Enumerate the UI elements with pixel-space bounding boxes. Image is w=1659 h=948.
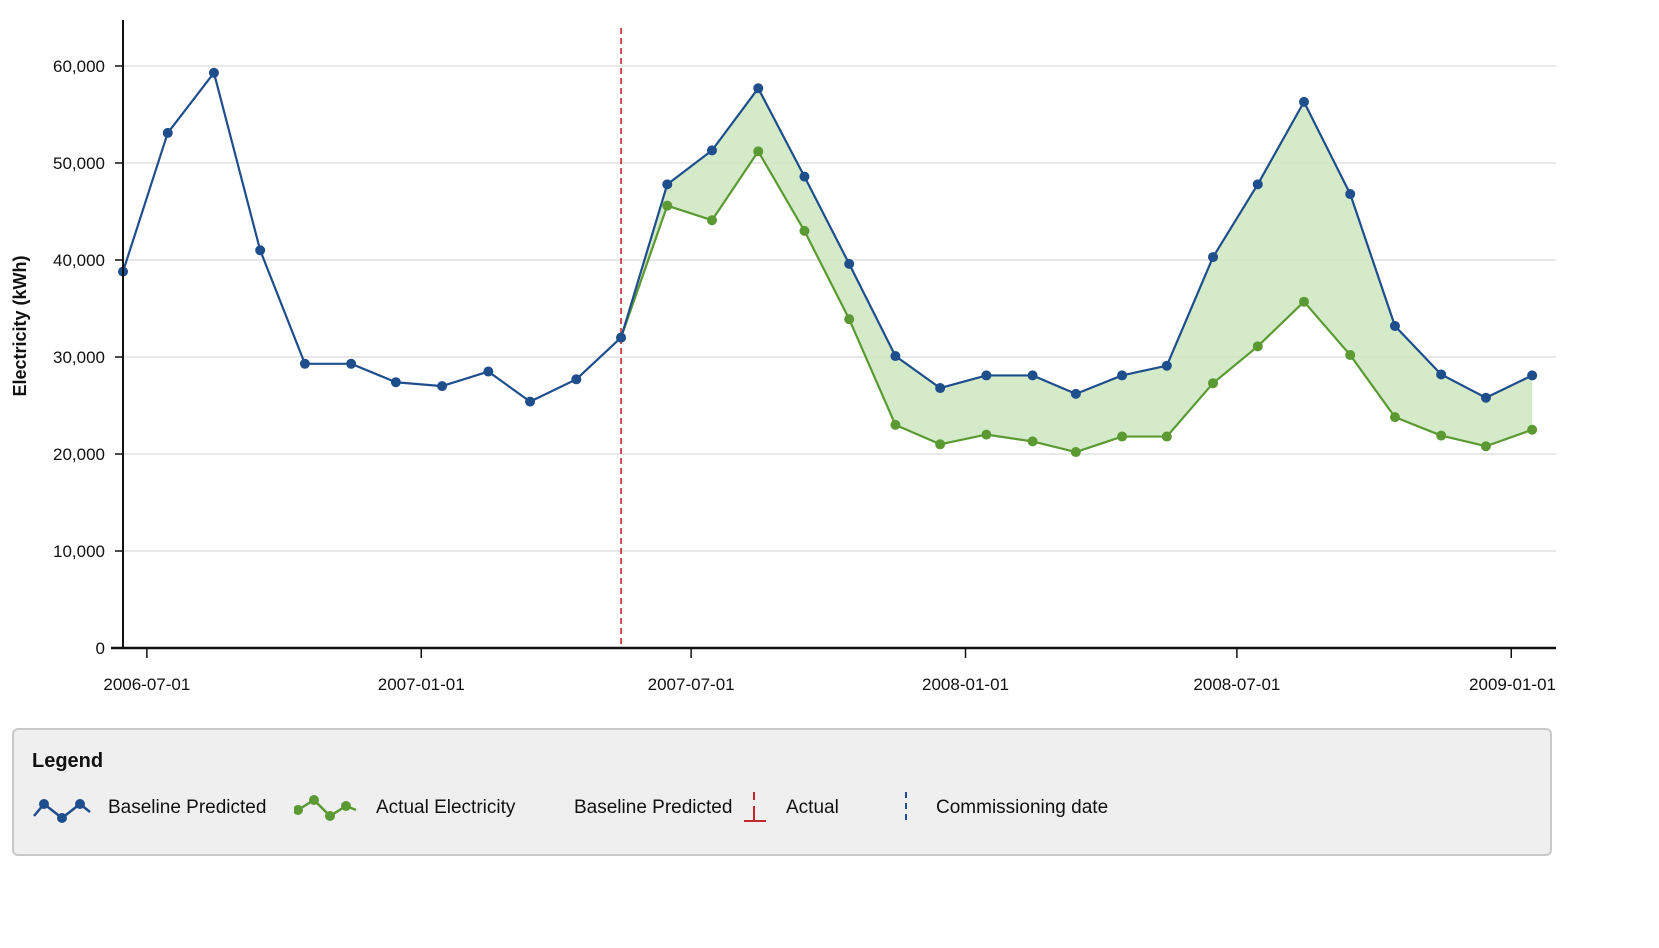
actual-data-point (662, 200, 673, 211)
legend-label-baseline-2: Baseline Predicted (574, 797, 733, 818)
actual-data-point (935, 439, 946, 450)
baseline-data-point (1252, 179, 1263, 190)
blue-dash-line-icon (905, 792, 907, 824)
baseline-data-point (753, 83, 764, 94)
baseline-data-point (437, 381, 448, 392)
red-dash-tick-icon (744, 792, 766, 822)
actual-data-point (844, 314, 855, 325)
legend-item-actual: Actual (742, 790, 839, 826)
x-tick-label: 2008-07-01 (1193, 675, 1280, 694)
savings-fill-area (621, 88, 1533, 453)
baseline-data-point (1070, 388, 1081, 399)
actual-data-point (1252, 341, 1263, 352)
baseline-data-point (208, 67, 219, 78)
baseline-data-point (707, 145, 718, 156)
legend-label-commissioning-date: Commissioning date (936, 797, 1109, 818)
baseline-data-point (935, 383, 946, 394)
legend-title: Legend (32, 750, 104, 772)
baseline-data-point (1436, 369, 1447, 380)
actual-data-point (1161, 431, 1172, 442)
x-tick-label: 2007-01-01 (378, 675, 465, 694)
actual-data-point (799, 225, 810, 236)
x-tick-label: 2009-01-01 (1469, 675, 1556, 694)
baseline-data-point (255, 245, 266, 256)
baseline-data-point (1480, 392, 1491, 403)
actual-data-point (890, 419, 901, 430)
green-line-marker-icon (294, 795, 357, 821)
y-tick-label: 50,000 (53, 154, 105, 173)
actual-data-point (1208, 378, 1219, 389)
baseline-data-point (1027, 370, 1038, 381)
baseline-series-line (121, 71, 1533, 403)
actual-data-point (1298, 296, 1309, 307)
y-tick-label: 0 (96, 639, 105, 658)
actual-data-point (1480, 441, 1491, 452)
line-chart: 0 10,000 20,000 30,000 40,000 50,000 60,000 200… (10, 20, 1556, 694)
actual-data-point (707, 215, 718, 226)
baseline-data-point (390, 377, 401, 388)
actual-data-point (1070, 447, 1081, 458)
actual-data-point (1527, 424, 1538, 435)
legend-item-actual-electricity: Actual Electricity (294, 790, 515, 826)
baseline-data-point (1161, 360, 1172, 371)
y-tick-label: 20,000 (53, 445, 105, 464)
x-tick-label: 2006-07-01 (103, 675, 190, 694)
baseline-data-point (799, 171, 810, 182)
baseline-data-point (616, 332, 627, 343)
legend-label-actual-electricity: Actual Electricity (376, 797, 516, 818)
x-tick-label: 2007-07-01 (648, 675, 735, 694)
actual-data-point (1345, 350, 1356, 361)
actual-data-point (1027, 436, 1038, 447)
legend-item-baseline-predicted-2: Baseline Predicted (574, 790, 732, 826)
legend: Legend Baseline Predicted Actual Electri… (12, 728, 1552, 856)
y-tick-label: 60,000 (53, 57, 105, 76)
legend-label-baseline: Baseline Predicted (108, 797, 267, 818)
axes (111, 20, 1556, 658)
baseline-data-point (844, 258, 855, 269)
actual-data-point (1117, 431, 1128, 442)
tick-labels: 0 10,000 20,000 30,000 40,000 50,000 60,000 200… (53, 57, 1556, 694)
y-tick-label: 10,000 (53, 542, 105, 561)
baseline-data-point (662, 179, 673, 190)
actual-data-point (1389, 412, 1400, 423)
grid-lines (123, 65, 1556, 552)
legend-item-baseline: Baseline Predicted (32, 790, 266, 826)
baseline-data-point (1345, 189, 1356, 200)
baseline-data-point (890, 351, 901, 362)
y-axis-label: Electricity (kWh) (10, 255, 30, 396)
blue-line-marker-icon (33, 799, 91, 823)
y-tick-label: 30,000 (53, 348, 105, 367)
series-lines (118, 67, 1538, 458)
baseline-data-point (299, 358, 310, 369)
baseline-data-point (346, 358, 357, 369)
actual-data-point (981, 429, 992, 440)
actual-data-point (1436, 430, 1447, 441)
baseline-data-point (483, 366, 494, 377)
y-tick-label: 40,000 (53, 251, 105, 270)
baseline-data-point (1389, 320, 1400, 331)
actual-data-point (753, 146, 764, 157)
savings-area (621, 88, 1533, 453)
x-tick-label: 2008-01-01 (922, 675, 1009, 694)
baseline-data-point (525, 396, 536, 407)
baseline-data-point (571, 374, 582, 385)
baseline-data-point (1208, 252, 1219, 263)
baseline-data-point (1298, 96, 1309, 107)
baseline-data-point (981, 370, 992, 381)
baseline-data-point (162, 127, 173, 138)
legend-item-commissioning-date: Commissioning date (898, 790, 1108, 826)
baseline-data-point (1117, 370, 1128, 381)
baseline-data-point (1527, 370, 1538, 381)
legend-label-actual: Actual (786, 797, 839, 818)
